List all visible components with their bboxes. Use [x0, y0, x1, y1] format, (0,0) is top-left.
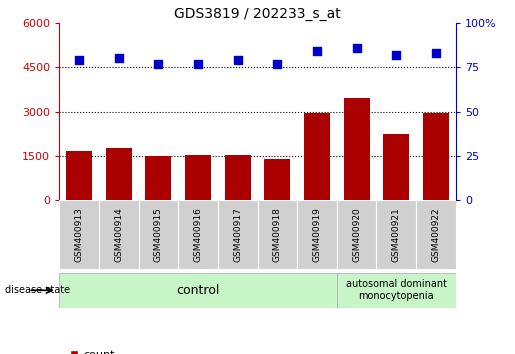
Bar — [66, 152, 92, 200]
Bar — [423, 113, 449, 200]
Text: GSM400918: GSM400918 — [273, 207, 282, 262]
Bar — [264, 159, 290, 200]
Bar — [178, 200, 218, 269]
Bar — [139, 200, 178, 269]
Bar — [59, 200, 99, 269]
Text: GSM400921: GSM400921 — [392, 207, 401, 262]
Text: GSM400913: GSM400913 — [75, 207, 83, 262]
Bar — [304, 113, 330, 200]
Text: GSM400915: GSM400915 — [154, 207, 163, 262]
Point — [75, 57, 83, 63]
Text: GSM400919: GSM400919 — [313, 207, 321, 262]
Point — [392, 52, 401, 58]
Bar — [218, 200, 258, 269]
Point — [352, 45, 360, 51]
Bar — [99, 200, 139, 269]
Bar — [337, 273, 456, 308]
Text: GSM400914: GSM400914 — [114, 207, 123, 262]
Point — [114, 56, 123, 61]
Legend: count, percentile rank within the sample: count, percentile rank within the sample — [65, 346, 276, 354]
Bar — [416, 200, 456, 269]
Bar — [145, 156, 171, 200]
Bar — [383, 133, 409, 200]
Text: GSM400917: GSM400917 — [233, 207, 242, 262]
Bar — [225, 155, 251, 200]
Bar — [185, 155, 211, 200]
Point — [154, 61, 162, 67]
Bar — [59, 273, 337, 308]
Text: autosomal dominant
monocytopenia: autosomal dominant monocytopenia — [346, 279, 447, 301]
Point — [313, 48, 321, 54]
Bar — [344, 98, 370, 200]
Text: GSM400922: GSM400922 — [432, 207, 440, 262]
Text: GSM400916: GSM400916 — [194, 207, 202, 262]
Point — [233, 57, 242, 63]
Bar — [337, 200, 376, 269]
Bar — [376, 200, 416, 269]
Point — [432, 50, 440, 56]
Text: disease state: disease state — [5, 285, 70, 295]
Point — [194, 61, 202, 67]
Bar — [258, 200, 297, 269]
Bar — [106, 148, 132, 200]
Text: control: control — [176, 284, 220, 297]
Text: GSM400920: GSM400920 — [352, 207, 361, 262]
Title: GDS3819 / 202233_s_at: GDS3819 / 202233_s_at — [174, 7, 341, 21]
Point — [273, 61, 281, 67]
Bar — [297, 200, 337, 269]
